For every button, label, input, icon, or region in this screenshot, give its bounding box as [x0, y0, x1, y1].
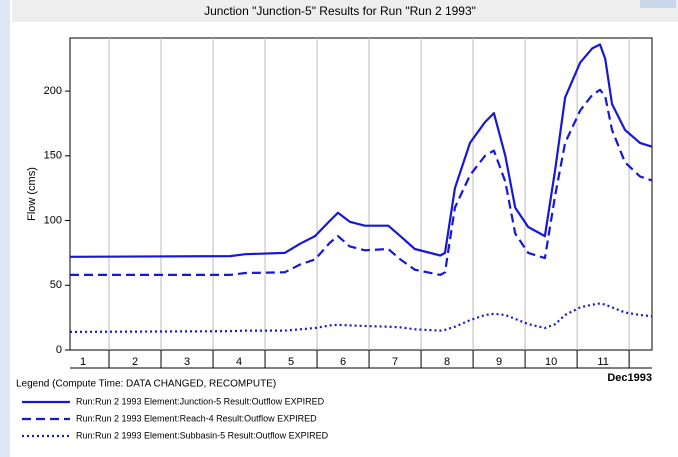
- x-tick-label: 1: [80, 356, 86, 368]
- x-tick-label: 9: [496, 356, 502, 368]
- x-tick-label: 10: [545, 356, 557, 368]
- series-line: [70, 88, 653, 276]
- x-unit-label: Dec1993: [607, 372, 652, 384]
- legend-title: Legend (Compute Time: DATA CHANGED, RECO…: [16, 379, 276, 390]
- x-tick-label: 2: [132, 356, 138, 368]
- x-tick-label: 8: [444, 356, 450, 368]
- window-edge: [0, 0, 10, 457]
- legend-label: Run:Run 2 1993 Element:Subbasin-5 Result…: [76, 430, 329, 440]
- y-tick-label: 50: [50, 279, 62, 291]
- x-tick-label: 11: [597, 356, 608, 368]
- x-tick-label: 4: [236, 356, 242, 368]
- plot-area: [69, 37, 653, 351]
- y-tick-label: 200: [44, 85, 62, 97]
- x-tick-label: 3: [184, 356, 190, 368]
- x-tick-label: 7: [392, 356, 398, 368]
- title-bar: [12, 0, 678, 22]
- y-tick-label: 0: [56, 344, 62, 356]
- series-line: [69, 302, 653, 333]
- window-controls: [640, 0, 676, 8]
- x-tick-label: 6: [340, 356, 346, 368]
- legend-label: Run:Run 2 1993 Element:Reach-4 Result:Ou…: [76, 413, 317, 423]
- y-tick-label: 150: [44, 150, 62, 162]
- x-tick-label: 5: [288, 356, 294, 368]
- chart-title: Junction "Junction-5" Results for Run "R…: [204, 4, 476, 18]
- y-tick-label: 100: [44, 214, 62, 226]
- y-axis-label: Flow (cms): [26, 167, 38, 221]
- legend-label: Run:Run 2 1993 Element:Junction-5 Result…: [76, 396, 325, 406]
- series-line: [69, 43, 653, 258]
